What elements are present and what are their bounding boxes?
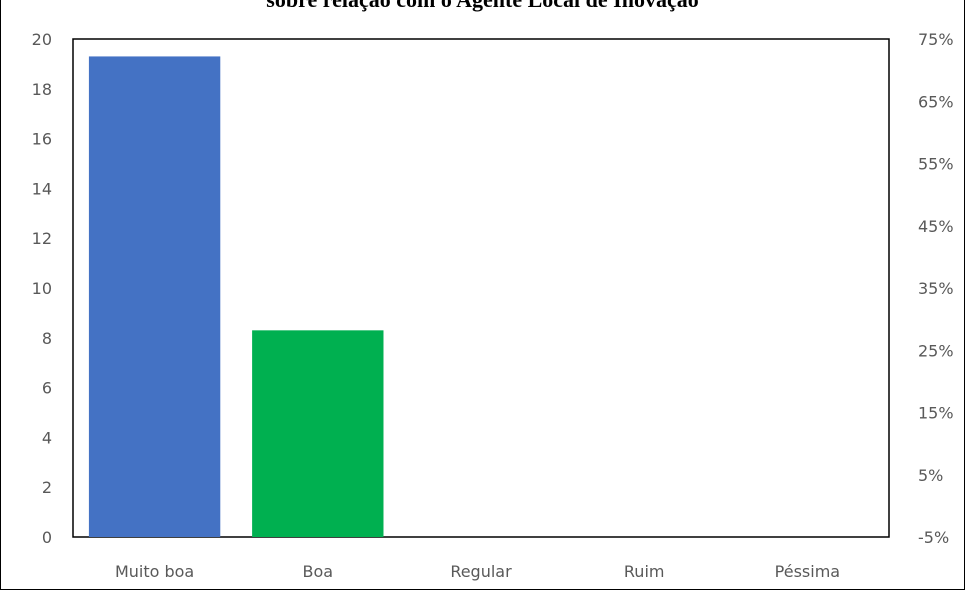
y-tick-label: 18 [32, 80, 52, 99]
bars-group [88, 56, 384, 538]
y2-tick-label: 5% [918, 466, 943, 485]
y-axis-right: -5% 5% 15% 25% 35% 45% 55% 65% 75% [918, 30, 954, 547]
x-tick-label: Regular [450, 562, 512, 581]
y-tick-label: 10 [32, 279, 52, 298]
y2-tick-label: 25% [918, 341, 954, 360]
y-tick-label: 12 [32, 229, 52, 248]
x-tick-label: Péssima [775, 562, 840, 581]
bar-boa [252, 330, 384, 537]
y-tick-label: 14 [32, 179, 52, 198]
y2-tick-label: 15% [918, 404, 954, 423]
y-tick-label: 16 [32, 130, 52, 149]
y2-tick-label: 65% [918, 92, 954, 111]
y2-tick-label: -5% [918, 528, 949, 547]
y-tick-label: 6 [42, 379, 52, 398]
x-tick-label: Ruim [624, 562, 665, 581]
y-tick-label: 0 [42, 528, 52, 547]
x-axis: Muito boa Boa Regular Ruim Péssima [115, 562, 840, 581]
y-tick-label: 8 [42, 329, 52, 348]
x-tick-label: Boa [303, 562, 334, 581]
y-tick-label: 20 [32, 30, 52, 49]
y-tick-label: 2 [42, 478, 52, 497]
chart-title: sobre relação com o Agente Local de Inov… [0, 0, 965, 13]
y-tick-label: 4 [42, 428, 52, 447]
bar-muito-boa [88, 56, 221, 538]
x-tick-label: Muito boa [115, 562, 194, 581]
y2-tick-label: 45% [918, 217, 954, 236]
y2-tick-label: 75% [918, 30, 954, 49]
y-axis-left: 0 2 4 6 8 10 12 14 16 18 20 [32, 30, 52, 547]
y2-tick-label: 35% [918, 279, 954, 298]
y2-tick-label: 55% [918, 155, 954, 174]
